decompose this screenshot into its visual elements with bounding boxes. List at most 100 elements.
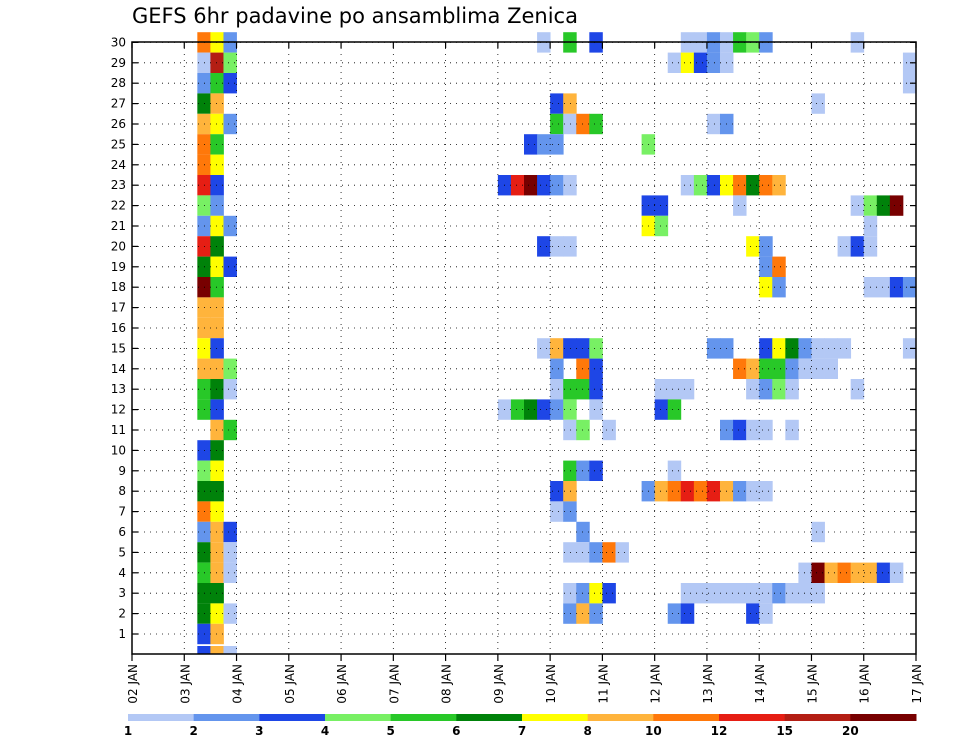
chart-title: GEFS 6hr padavine po ansamblima Zenica [132,4,578,28]
heatmap-cell [667,52,682,73]
heatmap-cell [589,113,603,135]
heatmap-cell [680,379,695,400]
y-tick-label: 5 [118,545,126,559]
heatmap-cell [223,379,237,400]
heatmap-cell [210,460,224,481]
heatmap-cell [772,379,786,400]
heatmap-cell [889,195,904,216]
x-tick-label: 14 JAN [753,664,767,704]
heatmap-cell [733,419,747,441]
y-tick-label: 26 [111,117,126,131]
heatmap-cell [576,583,590,604]
heatmap-cell [706,583,721,604]
legend-swatch [456,714,523,721]
heatmap-cell [210,603,224,624]
heatmap-cell [563,399,577,420]
heatmap-cell [876,195,891,216]
heatmap-cell [576,113,590,135]
heatmap-cell [576,460,590,481]
legend-label: 4 [321,724,329,738]
heatmap-cell [550,134,564,155]
heatmap-cell [210,521,224,543]
x-tick-label: 09 JAN [492,664,506,704]
legend-label: 5 [386,724,394,738]
heatmap-cell [563,175,577,196]
heatmap-cell [576,521,590,543]
heatmap-cell [680,175,695,196]
heatmap-cell [210,215,224,237]
heatmap-cell [589,460,603,481]
heatmap-cell [576,542,590,563]
y-tick-label: 7 [118,505,126,519]
heatmap-cell [759,358,773,379]
heatmap-cell [223,562,237,583]
heatmap-cell [550,379,564,400]
heatmap-cell [537,175,551,196]
heatmap-cell [223,358,237,379]
heatmap-cell [223,521,237,543]
heatmap-cell [210,646,224,654]
y-tick-label: 4 [118,566,126,580]
heatmap-cell [850,195,865,216]
heatmap-cell [550,481,564,502]
heatmap-cell [850,236,865,257]
heatmap-cell [210,154,224,175]
y-tick-label: 15 [111,341,126,355]
heatmap-cell [733,175,747,196]
heatmap-cell [210,623,224,645]
heatmap-cell [837,236,852,257]
x-tick-label: 03 JAN [178,664,192,704]
heatmap-cell [759,277,773,298]
y-tick-label: 23 [111,178,126,192]
legend-label: 3 [255,724,263,738]
heatmap-cell [223,52,237,73]
legend-label: 20 [842,724,859,738]
heatmap-cell [654,195,669,216]
heatmap-cell [589,603,603,624]
heatmap-cell [667,379,682,400]
heatmap-cell [563,603,577,624]
heatmap-cell [759,583,773,604]
heatmap-cell [210,195,224,216]
y-tick-label: 9 [118,464,126,478]
y-tick-label: 12 [111,403,126,417]
x-tick-label: 15 JAN [806,664,820,704]
legend-label: 2 [189,724,197,738]
legend-swatch [325,714,392,721]
heatmap-cell [576,419,590,441]
heatmap-cell [197,646,211,654]
legend-swatch [850,714,917,721]
y-tick-label: 6 [118,525,126,539]
heatmap-cell [733,481,747,502]
heatmap-cell [210,399,224,420]
heatmap-cell [667,460,682,481]
heatmap-cell [759,603,773,624]
legend-swatch [128,714,195,721]
heatmap-cell [759,338,773,359]
heatmap-cell [223,73,237,94]
grid-lines [132,42,916,654]
heatmap-cell [210,317,224,339]
x-tick-label: 11 JAN [596,664,610,704]
legend-label: 6 [452,724,460,738]
heatmap-cell [550,338,564,359]
legend-swatch [193,714,260,721]
legend-swatch [719,714,786,721]
heatmap-cells [197,32,917,654]
heatmap-cell [589,379,603,400]
heatmap-cell [706,338,721,359]
y-tick-label: 25 [111,137,126,151]
heatmap-cell [706,52,721,73]
heatmap-cell [759,419,773,441]
legend-swatch [390,714,457,721]
heatmap-cell [654,481,669,502]
heatmap-cell [746,603,760,624]
heatmap-cell [537,134,551,155]
heatmap-cell [589,583,603,604]
heatmap-cell [563,93,577,114]
legend-label: 10 [645,724,662,738]
heatmap-cell [693,481,708,502]
heatmap-cell [223,603,237,624]
heatmap-cell [223,419,237,441]
heatmap-cell [680,583,695,604]
